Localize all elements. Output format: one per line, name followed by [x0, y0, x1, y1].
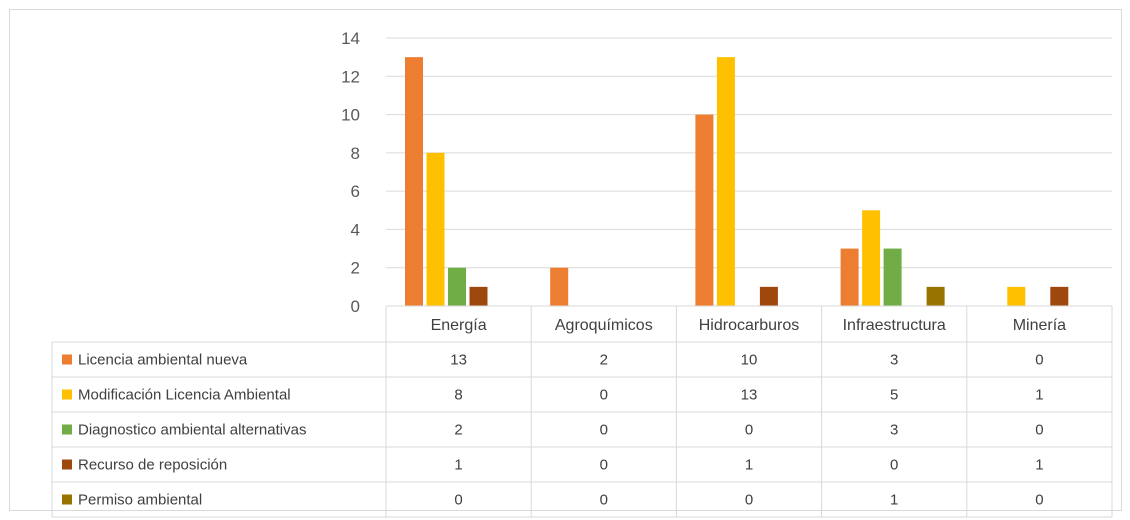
legend-key: [62, 389, 72, 400]
data-label: 0: [600, 422, 608, 439]
data-label: 0: [745, 492, 753, 509]
series-name: Permiso ambiental: [78, 492, 202, 509]
data-label: 0: [600, 492, 608, 509]
bar: [759, 286, 778, 306]
data-label: 3: [890, 422, 898, 439]
category-label: Infraestructura: [843, 317, 946, 334]
data-label: 10: [741, 352, 758, 369]
data-label: 2: [600, 352, 608, 369]
data-label: 1: [454, 457, 462, 474]
legend-key: [62, 459, 72, 470]
y-tick-label: 4: [351, 220, 360, 239]
data-label: 2: [454, 422, 462, 439]
data-label: 5: [890, 387, 898, 404]
category-label: Hidrocarburos: [699, 317, 799, 334]
legend-key: [62, 354, 72, 365]
bar: [1050, 286, 1069, 306]
bar: [695, 114, 714, 306]
series-name: Modificación Licencia Ambiental: [78, 387, 291, 404]
bar: [840, 248, 859, 306]
bar: [883, 248, 902, 306]
category-label: Energía: [431, 317, 487, 334]
bar: [1007, 286, 1026, 306]
data-label: 1: [890, 492, 898, 509]
data-label: 0: [1035, 352, 1043, 369]
y-tick-label: 8: [351, 144, 360, 163]
bar: [448, 267, 466, 306]
data-label: 13: [741, 387, 758, 404]
bar: [550, 267, 569, 306]
data-label: 0: [1035, 422, 1043, 439]
bar: [426, 152, 445, 306]
data-label: 0: [745, 422, 753, 439]
legend-key: [62, 424, 72, 435]
y-tick-label: 10: [341, 106, 360, 125]
series-name: Recurso de reposición: [78, 457, 227, 474]
series-name: Diagnostico ambiental alternativas: [78, 422, 306, 439]
data-label: 8: [454, 387, 462, 404]
y-tick-label: 0: [351, 297, 360, 316]
data-label: 0: [1035, 492, 1043, 509]
bar: [405, 57, 423, 307]
y-tick-label: 12: [341, 67, 360, 86]
bar: [716, 57, 735, 307]
y-tick-label: 14: [341, 29, 360, 48]
data-label: 1: [1035, 457, 1043, 474]
y-tick-label: 6: [351, 182, 360, 201]
category-label: Minería: [1013, 317, 1066, 334]
chart-frame: [9, 9, 1122, 511]
data-label: 0: [454, 492, 462, 509]
bar: [862, 210, 881, 306]
bar: [926, 286, 945, 306]
data-label: 0: [600, 387, 608, 404]
data-label: 3: [890, 352, 898, 369]
data-label: 1: [745, 457, 753, 474]
bar: [469, 286, 488, 306]
legend-key: [62, 494, 72, 505]
data-label: 13: [450, 352, 467, 369]
category-label: Agroquímicos: [555, 317, 653, 334]
data-label: 1: [1035, 387, 1043, 404]
y-tick-label: 2: [351, 259, 360, 278]
series-name: Licencia ambiental nueva: [78, 352, 248, 369]
data-label: 0: [600, 457, 608, 474]
data-label: 0: [890, 457, 898, 474]
